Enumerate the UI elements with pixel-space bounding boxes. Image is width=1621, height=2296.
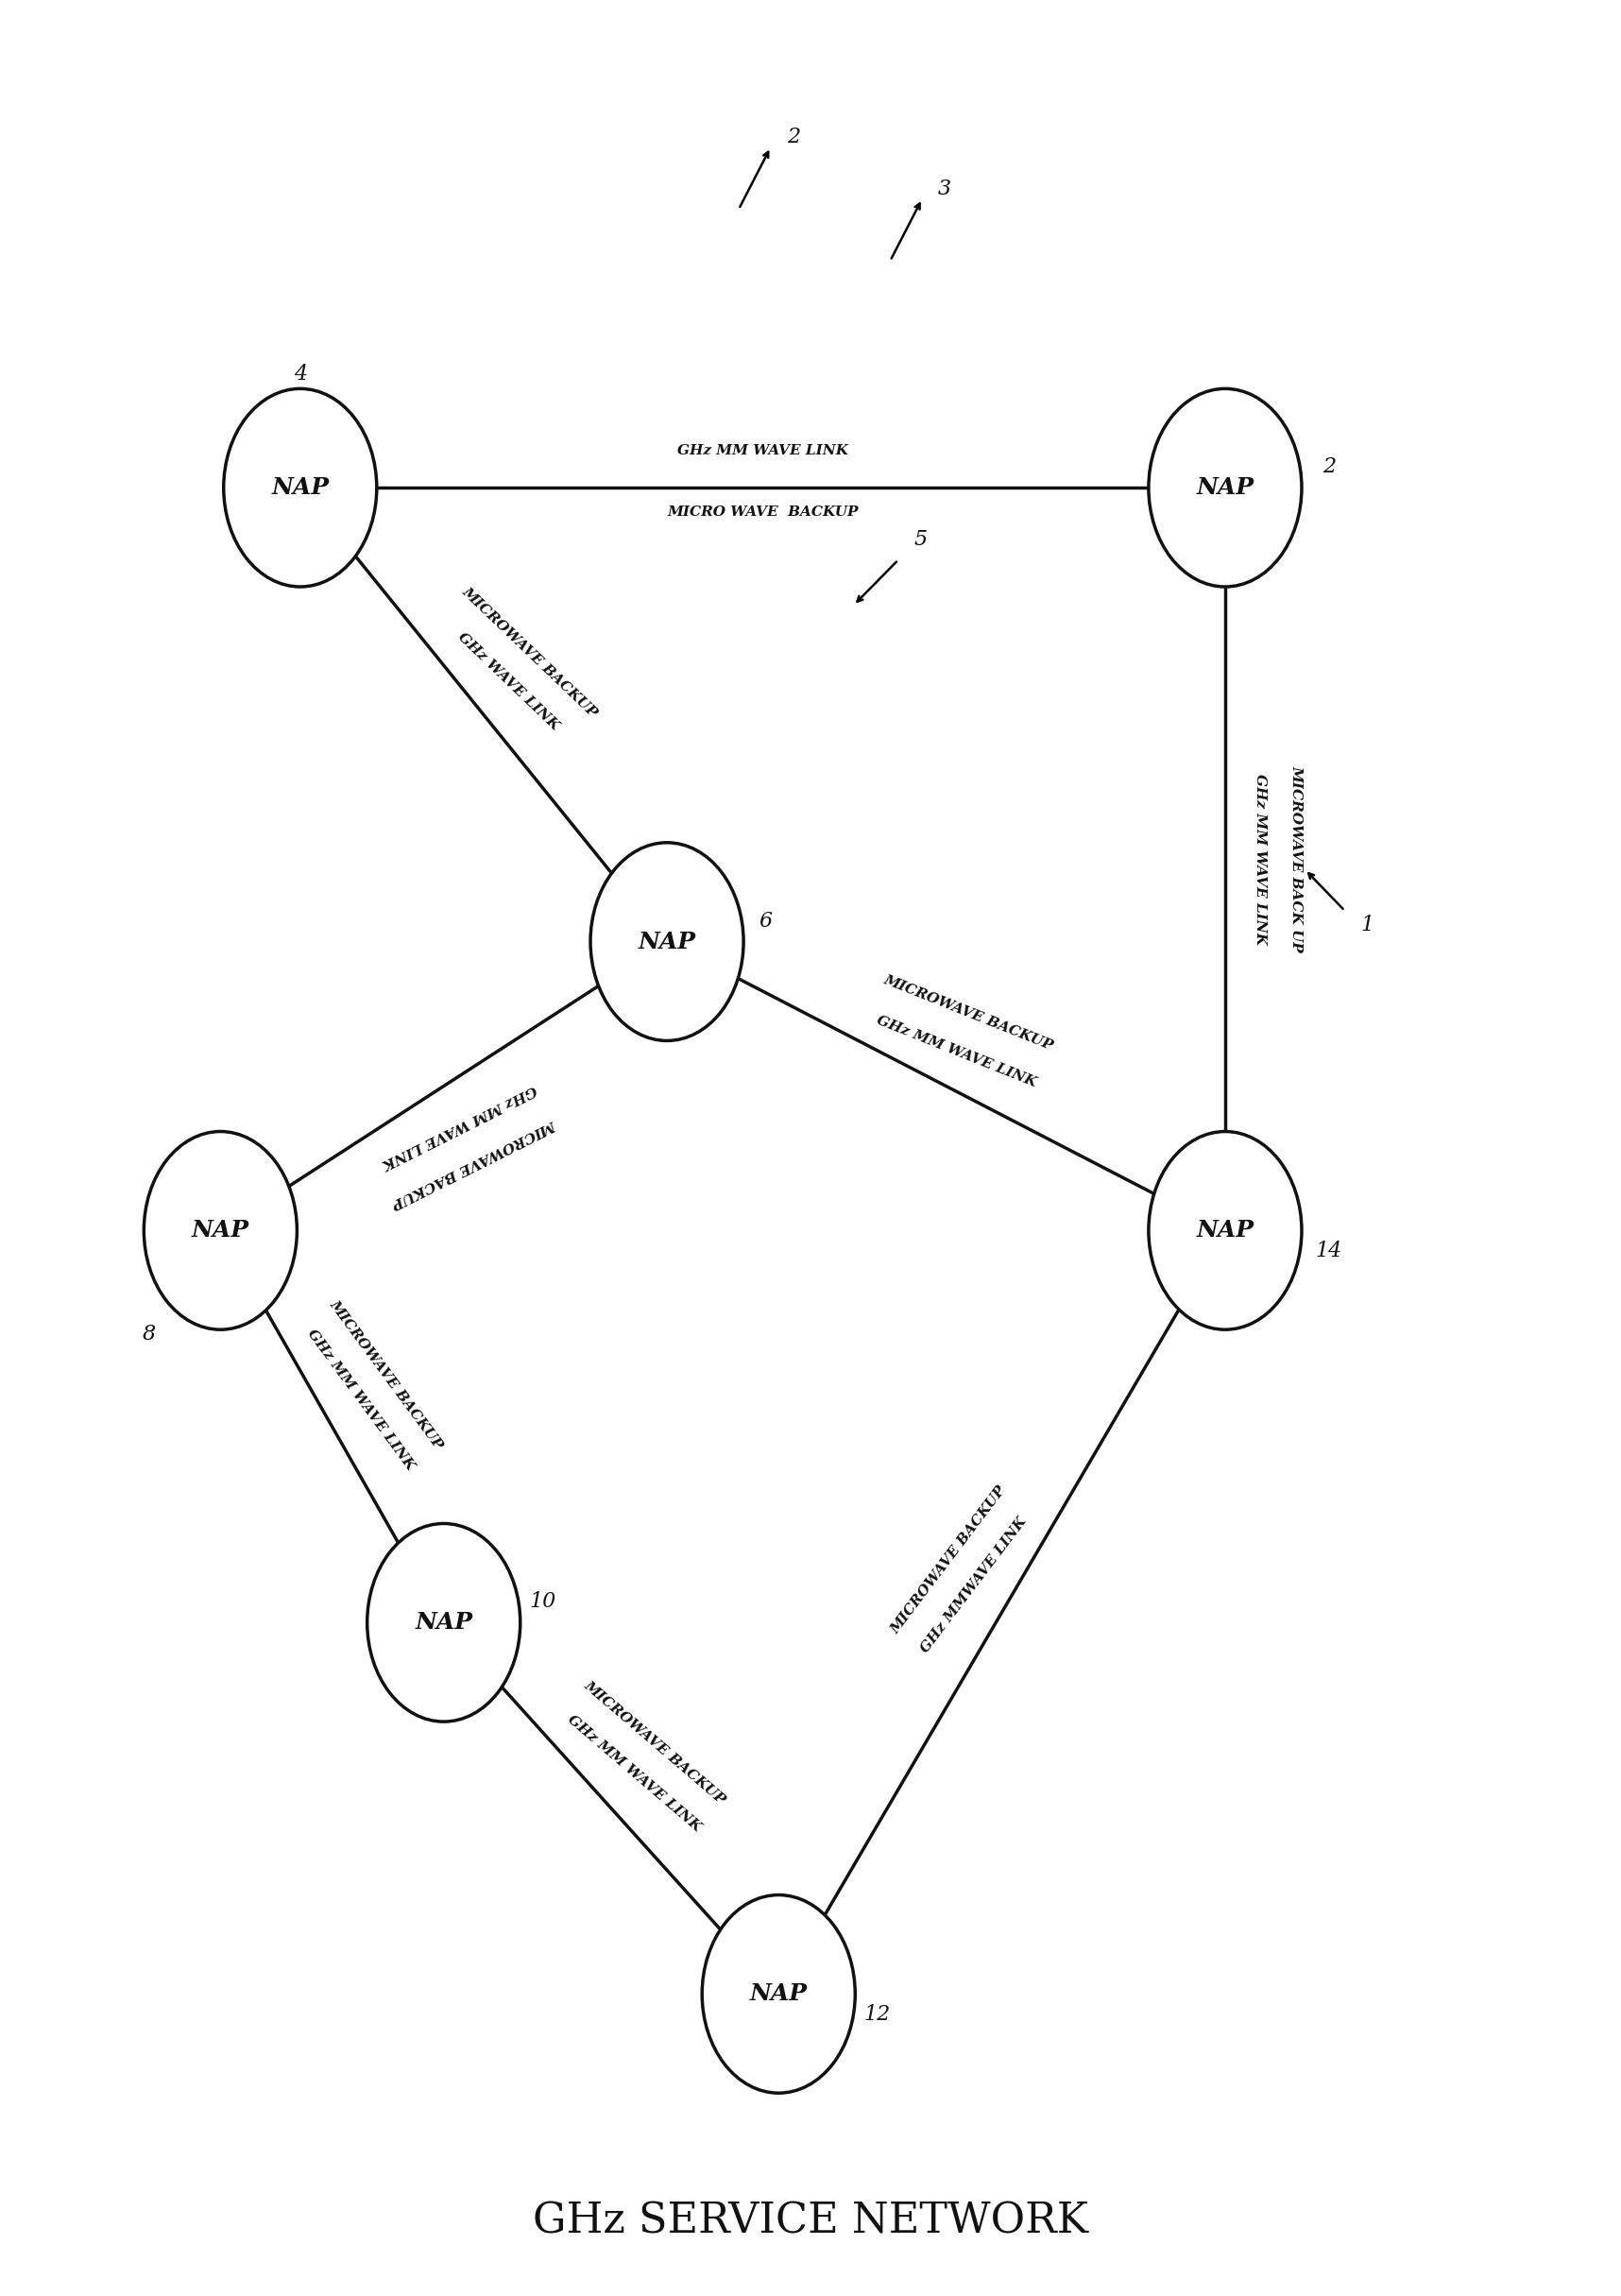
Text: 6: 6 <box>759 912 773 932</box>
Text: 10: 10 <box>528 1591 556 1612</box>
Circle shape <box>224 388 376 588</box>
Text: 2: 2 <box>786 126 799 147</box>
Text: 5: 5 <box>914 528 927 549</box>
Text: MICROWAVE BACKUP: MICROWAVE BACKUP <box>460 585 600 719</box>
Text: 4: 4 <box>293 363 306 386</box>
Circle shape <box>590 843 744 1040</box>
Text: MICROWAVE BACK UP: MICROWAVE BACK UP <box>1290 765 1303 953</box>
Text: MICROWAVE BACKUP: MICROWAVE BACKUP <box>882 974 1055 1054</box>
Text: GHz MM WAVE LINK: GHz MM WAVE LINK <box>875 1015 1039 1091</box>
Text: MICROWAVE BACKUP: MICROWAVE BACKUP <box>327 1297 446 1451</box>
Text: NAP: NAP <box>191 1219 250 1242</box>
Text: NAP: NAP <box>639 930 695 953</box>
Text: 2: 2 <box>1323 457 1336 478</box>
Circle shape <box>368 1525 520 1722</box>
Text: MICRO WAVE  BACKUP: MICRO WAVE BACKUP <box>666 505 858 519</box>
Text: NAP: NAP <box>1196 1219 1255 1242</box>
Text: 1: 1 <box>1360 914 1375 934</box>
Circle shape <box>144 1132 297 1329</box>
Text: GHz MM WAVE LINK: GHz MM WAVE LINK <box>678 443 848 457</box>
Text: GHz MM WAVE LINK: GHz MM WAVE LINK <box>305 1327 417 1472</box>
Text: NAP: NAP <box>415 1612 472 1635</box>
Circle shape <box>1149 1132 1302 1329</box>
Text: GHz MM WAVE LINK: GHz MM WAVE LINK <box>1253 774 1268 944</box>
Text: 14: 14 <box>1316 1240 1342 1261</box>
Text: GHz MMWAVE LINK: GHz MMWAVE LINK <box>919 1515 1029 1655</box>
Text: 8: 8 <box>143 1322 156 1343</box>
Text: GHz SERVICE NETWORK: GHz SERVICE NETWORK <box>533 2202 1088 2241</box>
Text: 12: 12 <box>864 2004 892 2025</box>
Text: NAP: NAP <box>271 475 329 498</box>
Text: GHz MM WAVE LINK: GHz MM WAVE LINK <box>564 1713 704 1835</box>
Text: 3: 3 <box>939 179 952 200</box>
Circle shape <box>702 1894 856 2094</box>
Text: MICROWAVE BACKUP: MICROWAVE BACKUP <box>582 1678 728 1807</box>
Text: MICROWAVE BACKUP: MICROWAVE BACKUP <box>389 1118 558 1210</box>
Text: MICROWAVE BACKUP: MICROWAVE BACKUP <box>888 1483 1008 1637</box>
Text: NAP: NAP <box>1196 475 1255 498</box>
Circle shape <box>1149 388 1302 588</box>
Text: GHz WAVE LINK: GHz WAVE LINK <box>456 631 561 732</box>
Text: GHz MM WAVE LINK: GHz MM WAVE LINK <box>379 1081 538 1171</box>
Text: NAP: NAP <box>751 1984 807 2004</box>
